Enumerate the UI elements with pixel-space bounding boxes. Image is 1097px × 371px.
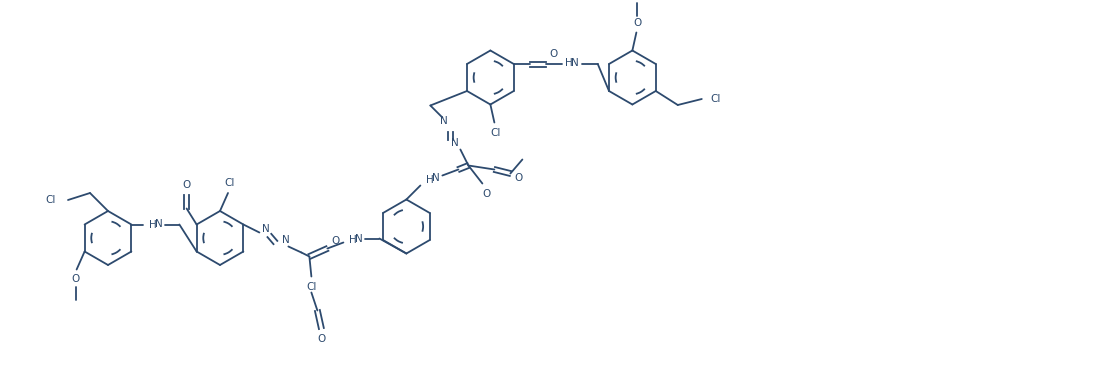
Text: O: O: [317, 334, 326, 344]
Text: H: H: [148, 220, 156, 230]
Text: Cl: Cl: [711, 94, 721, 104]
Text: H: H: [565, 58, 573, 68]
Text: O: O: [71, 275, 80, 285]
Text: N: N: [354, 233, 362, 243]
Text: N: N: [261, 223, 269, 233]
Text: Cl: Cl: [225, 178, 235, 188]
Text: O: O: [633, 17, 642, 27]
Text: N: N: [431, 173, 439, 183]
Text: N: N: [155, 219, 162, 229]
Text: O: O: [331, 236, 339, 246]
Text: H: H: [349, 234, 357, 244]
Text: O: O: [483, 188, 490, 198]
Text: N: N: [451, 138, 459, 148]
Text: O: O: [550, 49, 558, 59]
Text: Cl: Cl: [306, 282, 317, 292]
Text: N: N: [440, 115, 448, 125]
Text: Cl: Cl: [490, 128, 500, 138]
Text: Cl: Cl: [46, 195, 56, 205]
Text: O: O: [514, 173, 522, 183]
Text: N: N: [570, 58, 578, 68]
Text: O: O: [182, 180, 191, 190]
Text: H: H: [426, 174, 433, 184]
Text: N: N: [282, 234, 290, 244]
